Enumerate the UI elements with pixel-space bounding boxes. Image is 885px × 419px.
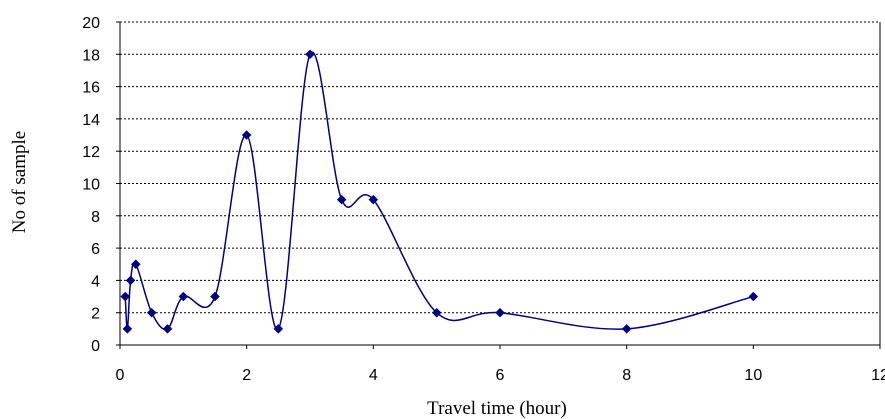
data-point-16 [748, 291, 759, 302]
x-tick-label: 12 [871, 367, 885, 384]
data-point-4 [146, 307, 157, 318]
x-tick-label: 2 [242, 367, 251, 384]
data-point-14 [495, 307, 505, 318]
data-point-11 [336, 194, 347, 205]
data-point-0 [120, 291, 131, 302]
y-tick-labels: 0 2 4 6 8 10 12 14 16 18 20 [82, 15, 100, 355]
x-tick-label: 6 [496, 367, 505, 384]
x-tick-label: 10 [744, 367, 762, 384]
data-markers [120, 49, 759, 334]
x-tick-label: 8 [622, 367, 631, 384]
axes [116, 21, 881, 349]
data-point-1 [122, 323, 133, 334]
y-tick-label: 12 [82, 144, 100, 161]
series-line [124, 51, 754, 331]
data-point-10 [305, 49, 315, 60]
gridlines [120, 21, 880, 314]
y-axis-title: No of sample [9, 131, 30, 233]
data-point-9 [273, 323, 284, 334]
data-point-8 [241, 130, 252, 140]
x-tick-label: 0 [116, 367, 125, 384]
x-tick-labels: 0 2 4 6 8 10 12 [116, 367, 885, 384]
data-point-5 [162, 323, 173, 334]
data-point-3 [130, 259, 141, 270]
y-tick-label: 6 [91, 241, 100, 258]
y-tick-label: 18 [82, 47, 100, 64]
y-tick-label: 16 [82, 80, 100, 97]
y-tick-label: 2 [91, 306, 100, 323]
y-tick-label: 8 [91, 209, 100, 226]
data-point-2 [125, 275, 136, 286]
y-tick-label: 20 [82, 15, 100, 32]
data-point-6 [178, 291, 189, 302]
x-axis-title: Travel time (hour) [427, 398, 567, 419]
data-point-15 [621, 323, 632, 334]
x-tick-label: 4 [369, 367, 378, 384]
y-tick-label: 14 [82, 112, 100, 129]
data-point-7 [210, 291, 220, 302]
y-tick-label: 10 [82, 177, 100, 194]
y-tick-label: 4 [91, 273, 100, 290]
data-point-13 [431, 307, 442, 318]
y-tick-label: 0 [91, 338, 100, 355]
data-point-12 [368, 194, 379, 205]
